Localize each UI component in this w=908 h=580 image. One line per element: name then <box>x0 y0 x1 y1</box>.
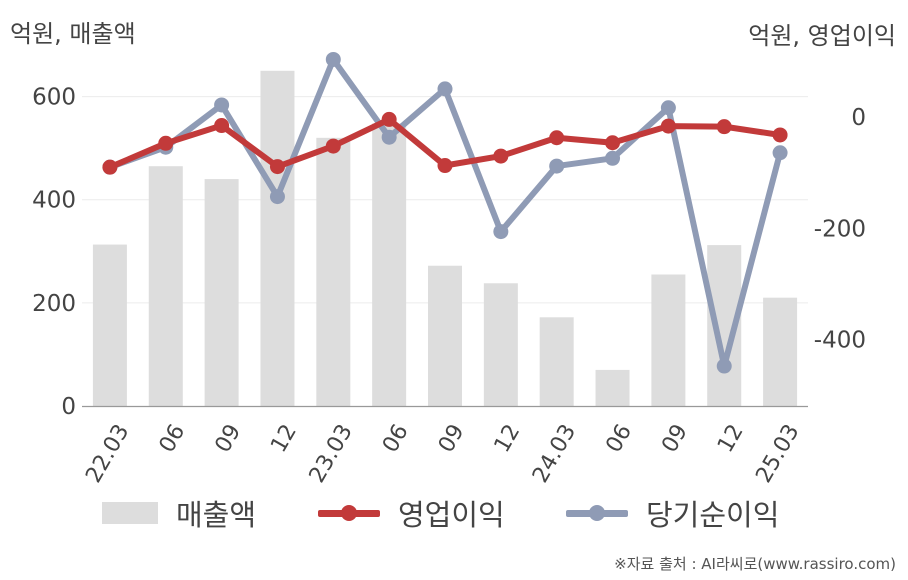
chart-legend: 매출액 영업이익 당기순이익 <box>0 488 908 538</box>
point-net-income <box>214 97 230 113</box>
bar-revenue <box>148 166 183 406</box>
left-tick-label: 600 <box>32 85 76 111</box>
bar-revenue <box>204 179 239 406</box>
point-operating-profit <box>102 159 118 175</box>
x-tick-label: 12 <box>266 420 302 457</box>
point-net-income <box>381 129 397 145</box>
bar-revenue <box>372 123 407 406</box>
bar-revenue <box>651 274 686 406</box>
source-note: ※자료 출처 : AI라씨로(www.rassiro.com) <box>614 555 896 573</box>
x-tick-label: 09 <box>434 420 470 457</box>
point-operating-profit <box>214 118 230 134</box>
legend-label-revenue: 매출액 <box>176 498 257 532</box>
x-tick-label: 06 <box>378 420 414 457</box>
point-net-income <box>269 189 285 205</box>
x-tick-label: 24.03 <box>528 420 581 485</box>
legend-item-operating-profit: 영업이익 <box>318 488 505 538</box>
bar-revenue <box>92 244 127 406</box>
point-net-income <box>772 145 788 161</box>
x-tick-label: 23.03 <box>305 420 358 485</box>
right-axis-unit-label: 억원, 영업이익 <box>748 22 896 50</box>
legend-swatch-revenue <box>102 502 158 524</box>
legend-label-net-income: 당기순이익 <box>646 498 780 532</box>
point-net-income <box>493 224 509 240</box>
right-tick-label: -200 <box>814 216 866 242</box>
point-operating-profit <box>493 148 509 164</box>
legend-swatch-net-income <box>566 502 628 524</box>
bar-revenue <box>483 283 518 406</box>
point-net-income <box>437 81 453 97</box>
point-net-income <box>605 150 621 166</box>
point-net-income <box>660 100 676 116</box>
point-operating-profit <box>437 158 453 174</box>
legend-item-revenue: 매출액 <box>102 488 256 538</box>
point-operating-profit <box>660 118 676 134</box>
left-axis-unit-label: 억원, 매출액 <box>10 20 136 48</box>
point-operating-profit <box>325 138 341 154</box>
point-operating-profit <box>269 159 285 175</box>
x-tick-label: 12 <box>490 420 526 457</box>
bar-revenue <box>595 369 630 406</box>
point-operating-profit <box>381 111 397 127</box>
x-tick-label: 06 <box>601 420 637 457</box>
x-tick-label: 09 <box>210 420 246 457</box>
right-tick-label: -400 <box>814 327 866 353</box>
point-operating-profit <box>772 127 788 143</box>
left-tick-label: 400 <box>32 188 76 214</box>
point-operating-profit <box>549 130 565 146</box>
bar-revenue <box>539 317 574 406</box>
bar-revenue <box>428 265 462 406</box>
bar-revenue <box>763 297 798 406</box>
point-operating-profit <box>158 135 174 151</box>
point-operating-profit <box>716 119 732 135</box>
bar-revenue <box>260 70 295 407</box>
point-net-income <box>716 358 732 374</box>
legend-item-net-income: 당기순이익 <box>566 488 779 538</box>
left-tick-label: 0 <box>61 394 76 420</box>
x-tick-label: 22.03 <box>81 420 134 485</box>
legend-swatch-operating-profit <box>318 502 380 524</box>
legend-label-operating-profit: 영업이익 <box>398 498 505 532</box>
point-net-income <box>549 158 565 174</box>
x-tick-label: 25.03 <box>751 420 804 485</box>
x-tick-label: 12 <box>713 420 749 457</box>
x-tick-label: 06 <box>155 420 191 457</box>
left-tick-label: 200 <box>32 291 76 317</box>
x-tick-label: 09 <box>657 420 693 457</box>
point-operating-profit <box>605 135 621 151</box>
point-net-income <box>325 51 341 67</box>
right-tick-label: 0 <box>851 105 866 131</box>
bar-revenue <box>316 137 351 407</box>
